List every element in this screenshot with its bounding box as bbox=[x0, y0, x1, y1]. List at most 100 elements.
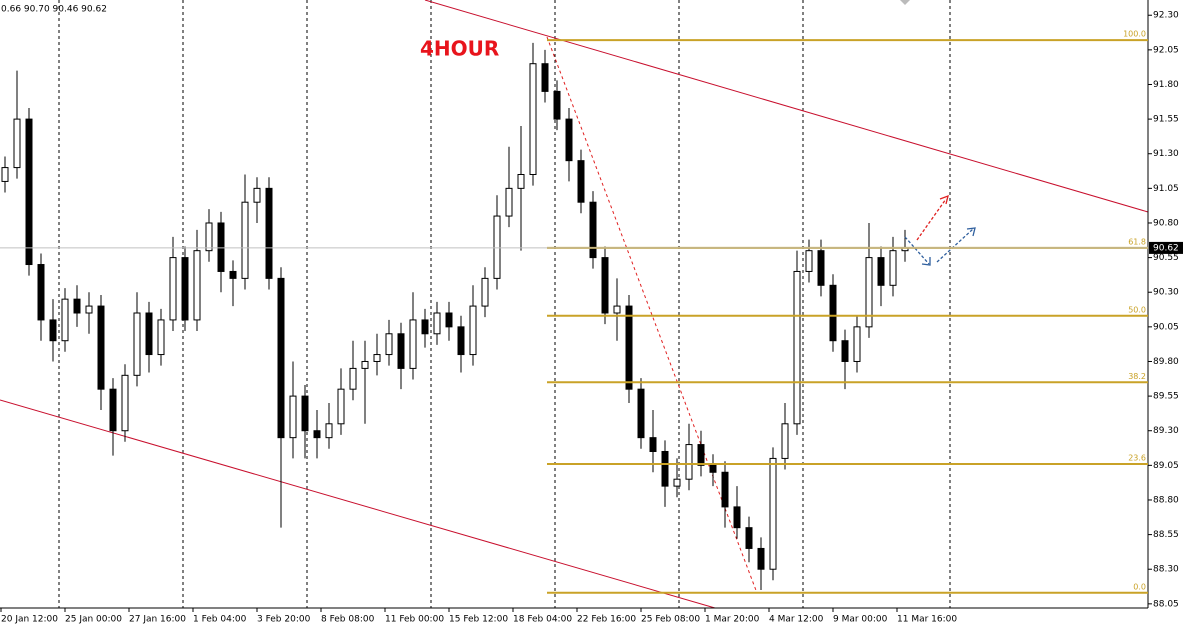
y-tick-label: 91.55 bbox=[1153, 115, 1179, 125]
y-tick-label: 89.80 bbox=[1153, 357, 1179, 367]
candle-body bbox=[853, 326, 861, 362]
candle-body bbox=[145, 312, 153, 356]
candle-body bbox=[517, 174, 525, 189]
candle-body bbox=[577, 160, 585, 203]
last-price-label: 90.62 bbox=[1153, 243, 1179, 253]
candle-body bbox=[325, 423, 333, 439]
arrow-up-red bbox=[916, 198, 947, 241]
candle-body bbox=[673, 478, 681, 487]
candle-body bbox=[721, 471, 729, 508]
fib-level-label: 0.0 bbox=[1133, 582, 1146, 591]
candle-body bbox=[889, 250, 897, 286]
candle-body bbox=[73, 298, 81, 314]
x-tick-label: 15 Feb 12:00 bbox=[449, 615, 508, 625]
candle-body bbox=[97, 305, 105, 390]
candle-body bbox=[361, 360, 369, 369]
x-tick-label: 27 Jan 16:00 bbox=[129, 615, 186, 625]
candle-body bbox=[349, 367, 357, 390]
candle-body bbox=[457, 326, 465, 356]
candle-body bbox=[553, 90, 561, 120]
candle-body bbox=[313, 430, 321, 439]
candle-body bbox=[157, 319, 165, 356]
x-tick-label: 1 Mar 20:00 bbox=[705, 615, 760, 625]
candle-body bbox=[769, 457, 777, 570]
candle-body bbox=[793, 270, 801, 425]
candle-body bbox=[193, 250, 201, 321]
y-tick-label: 90.30 bbox=[1153, 288, 1179, 298]
candle-body bbox=[277, 277, 285, 439]
x-tick-label: 1 Feb 04:00 bbox=[193, 615, 247, 625]
candle-body bbox=[649, 437, 657, 452]
candle-body bbox=[613, 305, 621, 314]
y-tick-label: 89.05 bbox=[1153, 461, 1179, 471]
candle-body bbox=[829, 284, 837, 342]
candle-body bbox=[781, 423, 789, 459]
candle-body bbox=[661, 450, 669, 487]
candle-body bbox=[217, 222, 225, 272]
candle-body bbox=[37, 264, 45, 321]
candle-body bbox=[397, 333, 405, 369]
candle-body bbox=[109, 388, 117, 432]
y-tick-label: 91.30 bbox=[1153, 149, 1179, 159]
x-tick-label: 18 Feb 04:00 bbox=[513, 615, 572, 625]
candle-body bbox=[757, 547, 765, 570]
x-tick-label: 22 Feb 16:00 bbox=[577, 615, 636, 625]
channel-bottom bbox=[0, 399, 716, 609]
fib-level-label: 38.2 bbox=[1128, 372, 1146, 381]
candle-body bbox=[409, 319, 417, 369]
candle-body bbox=[709, 464, 717, 473]
fib-level-label: 100.0 bbox=[1123, 30, 1146, 39]
candle-body bbox=[481, 277, 489, 307]
y-tick-label: 91.05 bbox=[1153, 184, 1179, 194]
y-tick-label: 90.80 bbox=[1153, 218, 1179, 228]
x-tick-label: 8 Feb 08:00 bbox=[321, 615, 375, 625]
candle-body bbox=[805, 250, 813, 272]
chart-title: 4HOUR bbox=[420, 37, 499, 61]
x-tick-label: 11 Feb 00:00 bbox=[385, 615, 444, 625]
candle-body bbox=[445, 312, 453, 328]
candle-body bbox=[565, 118, 573, 162]
candle-body bbox=[601, 257, 609, 314]
candle-body bbox=[121, 374, 129, 432]
fib-level-label: 23.6 bbox=[1128, 453, 1146, 462]
x-tick-label: 11 Mar 16:00 bbox=[897, 615, 957, 625]
candle-body bbox=[1, 167, 9, 182]
candle-body bbox=[61, 298, 69, 342]
candle-body bbox=[385, 333, 393, 356]
candle-body bbox=[529, 63, 537, 176]
y-tick-label: 89.55 bbox=[1153, 392, 1179, 402]
ohlc-header: 0.66 90.70 90.46 90.62 bbox=[1, 5, 107, 15]
shift-marker bbox=[900, 0, 910, 5]
candle-body bbox=[253, 187, 261, 203]
arrow-down-blue bbox=[904, 236, 930, 265]
grid bbox=[58, 0, 951, 608]
candle-body bbox=[433, 312, 441, 335]
candle-body bbox=[469, 305, 477, 356]
y-tick-label: 89.30 bbox=[1153, 426, 1179, 436]
candle-body bbox=[169, 257, 177, 321]
candle-body bbox=[625, 305, 633, 390]
channel-top bbox=[424, 0, 1149, 213]
candle-body bbox=[733, 506, 741, 529]
last-price-box bbox=[1149, 241, 1183, 254]
candle-body bbox=[685, 444, 693, 480]
y-tick-label: 91.80 bbox=[1153, 80, 1179, 90]
candles bbox=[1, 42, 909, 590]
candle-body bbox=[865, 257, 873, 328]
candle-body bbox=[337, 388, 345, 425]
candle-body bbox=[49, 319, 57, 342]
candle-body bbox=[745, 527, 753, 549]
candle-body bbox=[697, 444, 705, 466]
arrow-head bbox=[966, 227, 976, 237]
y-tick-label: 90.55 bbox=[1153, 253, 1179, 263]
arrow-head bbox=[921, 257, 931, 266]
candle-body bbox=[493, 215, 501, 279]
y-tick-label: 92.05 bbox=[1153, 45, 1179, 55]
candle-body bbox=[13, 118, 21, 169]
y-tick-label: 88.80 bbox=[1153, 495, 1179, 505]
candle-body bbox=[637, 388, 645, 439]
candle-body bbox=[541, 63, 549, 92]
candle-body bbox=[505, 187, 513, 217]
candle-body bbox=[265, 187, 273, 279]
